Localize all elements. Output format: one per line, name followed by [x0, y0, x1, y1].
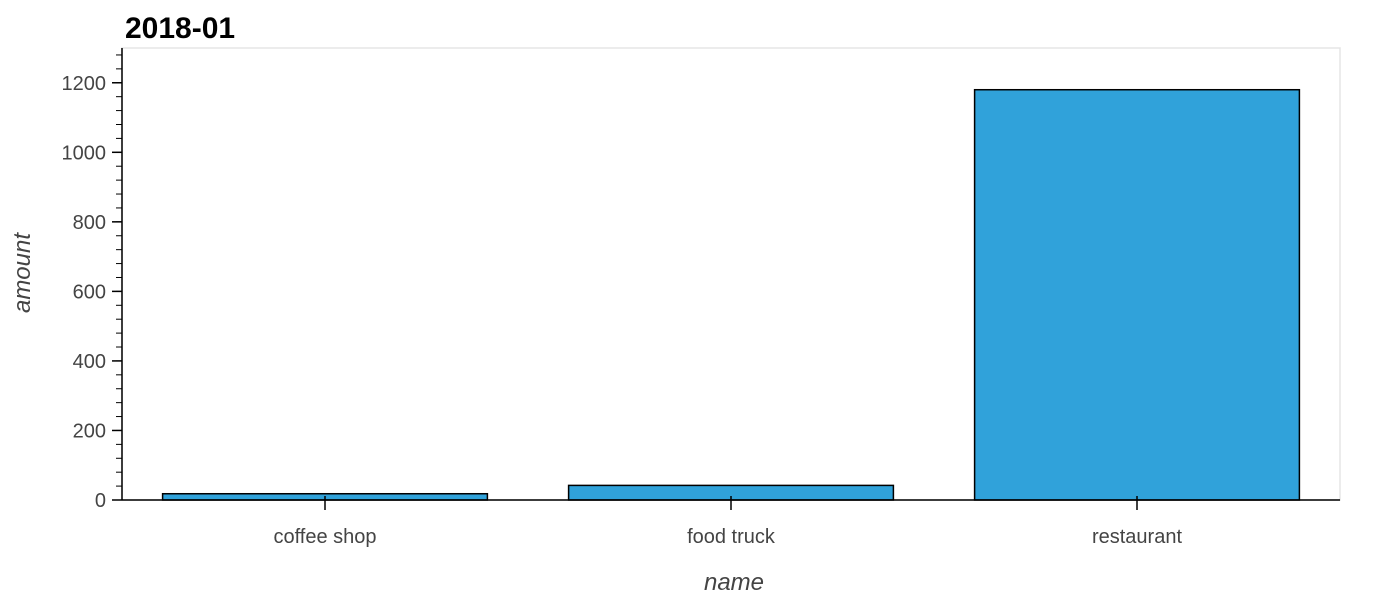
bar-restaurant — [973, 88, 1301, 501]
plot-area: 0 200 400 600 800 1000 1200 coffee shop food tru… — [62, 47, 1341, 548]
y-axis-title: amount — [9, 232, 36, 313]
y-tick-label: 600 — [73, 281, 106, 303]
y-tick-label: 1200 — [62, 73, 107, 95]
y-tick-label: 400 — [73, 351, 106, 373]
y-tick-label: 0 — [95, 490, 106, 512]
y-tick-label: 200 — [73, 420, 106, 442]
x-axis-title: name — [704, 569, 764, 596]
chart-title: 2018-01 — [125, 12, 235, 45]
x-tick-label: restaurant — [1092, 526, 1182, 548]
y-tick-label: 800 — [73, 212, 106, 234]
x-tick-label: coffee shop — [273, 526, 376, 548]
y-tick-label: 1000 — [62, 142, 107, 164]
x-tick-label: food truck — [687, 526, 776, 548]
